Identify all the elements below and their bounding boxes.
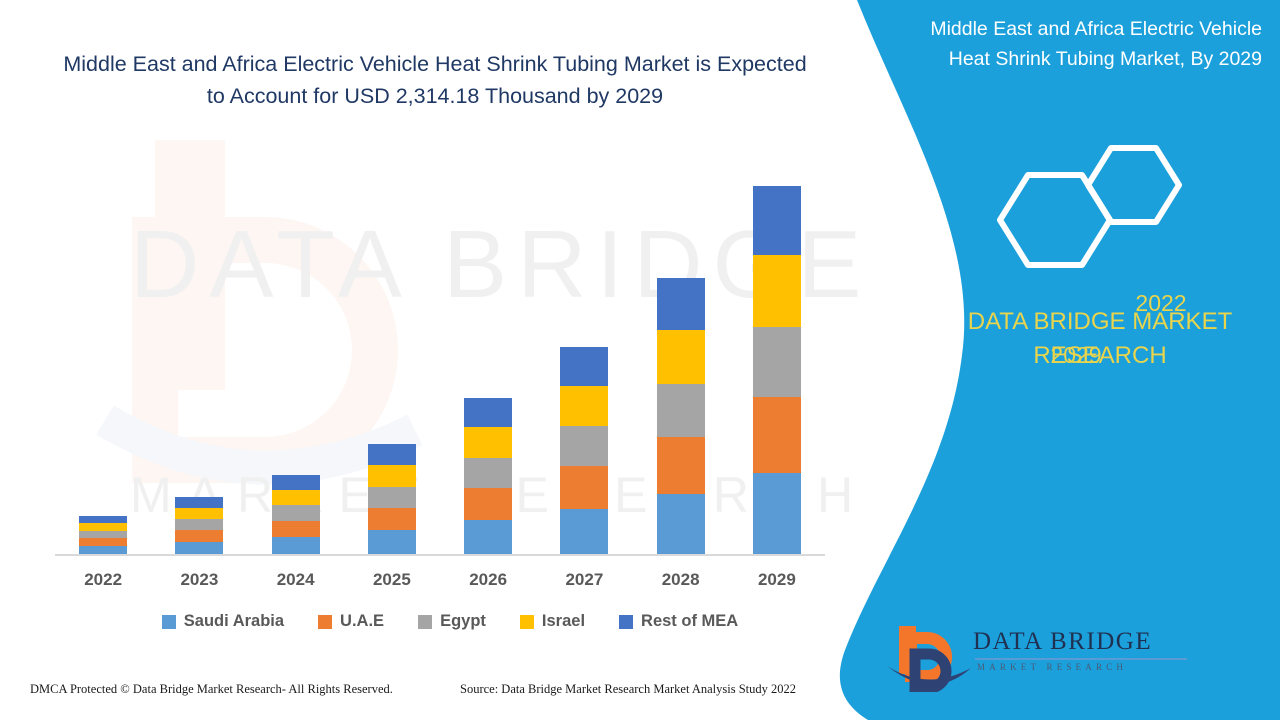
- chart-title: Middle East and Africa Electric Vehicle …: [63, 52, 807, 108]
- bar-segment-restofmea: [175, 496, 224, 508]
- legend-item[interactable]: U.A.E: [318, 612, 384, 631]
- x-axis-tick-2029: 2029: [757, 570, 796, 589]
- bar-column-2029: [752, 186, 801, 555]
- bar-segment-restofmea: [464, 397, 513, 427]
- bar-segment-egypt: [271, 505, 320, 521]
- brand-name: DATA BRIDGE MARKET RESEARCH: [967, 308, 1233, 369]
- logo-title: DATA BRIDGE: [973, 628, 1153, 655]
- bar-column-2027: [560, 347, 609, 555]
- bar-segment-saudiarabia: [656, 493, 705, 555]
- legend-label: U.A.E: [340, 612, 385, 630]
- brand-panel-title: Middle East and Africa Electric Vehicle …: [930, 18, 1262, 70]
- legend-swatch-icon: [318, 614, 333, 629]
- bar-column-2024: [271, 474, 320, 555]
- bar-segment-restofmea: [560, 347, 609, 386]
- legend-item[interactable]: Saudi Arabia: [161, 612, 285, 631]
- bar-column-2025: [367, 444, 416, 555]
- plot-area: [55, 150, 825, 555]
- bar-segment-egypt: [656, 383, 705, 437]
- bar-segment-egypt: [464, 457, 513, 488]
- x-axis-labels: 2022 2023 2024 2025 2026 2027 2028 2029: [55, 570, 825, 596]
- bar-column-2023: [175, 496, 224, 555]
- x-axis-tick-2025: 2025: [372, 570, 411, 589]
- bar-segment-saudiarabia: [79, 546, 128, 555]
- legend-label: Rest of MEA: [641, 612, 739, 630]
- legend-label: Egypt: [440, 612, 486, 630]
- hexagon-2022-label: 2022: [1135, 290, 1187, 316]
- bar-segment-uae: [464, 487, 513, 521]
- bar-segment-uae: [79, 538, 128, 547]
- legend-swatch-icon: [519, 614, 534, 629]
- bar-segment-uae: [656, 436, 705, 494]
- bar-segment-egypt: [79, 531, 128, 539]
- chart-panel: DATA BRIDGE MARKET RESEARCH Middle East …: [0, 52, 900, 706]
- source-note: Source: Data Bridge Market Research Mark…: [460, 682, 797, 696]
- x-axis-tick-2026: 2026: [469, 570, 508, 589]
- bar-segment-uae: [367, 507, 416, 531]
- stacked-bar-chart: 2022 2023 2024 2025 2026 2027 2028 2029: [55, 150, 825, 596]
- logo-mark: [887, 626, 971, 692]
- bar-column-2026: [464, 397, 513, 555]
- x-axis-line: [55, 554, 825, 556]
- legend-label: Saudi Arabia: [183, 612, 285, 630]
- bar-segment-saudiarabia: [464, 520, 513, 555]
- logo-divider: [975, 658, 1187, 660]
- bar-segment-saudiarabia: [367, 530, 416, 555]
- x-axis-tick-2022: 2022: [84, 570, 123, 589]
- legend-item[interactable]: Egypt: [418, 612, 486, 631]
- bar-segment-restofmea: [656, 278, 705, 330]
- company-logo: DATA BRIDGE MARKET RESEARCH: [885, 620, 1225, 698]
- hexagon-badges: 2022 2029: [970, 125, 1230, 368]
- bar-segment-egypt: [560, 426, 609, 466]
- bar-segment-egypt: [752, 326, 801, 398]
- bar-column-2022: [79, 515, 128, 555]
- brand-panel-content: Middle East and Africa Electric Vehicle …: [887, 0, 1280, 720]
- bar-segment-israel: [656, 329, 705, 384]
- bar-segment-israel: [79, 523, 128, 532]
- legend-label: Israel: [541, 612, 586, 630]
- bar-segment-restofmea: [367, 444, 416, 465]
- dmca-notice: DMCA Protected © Data Bridge Market Rese…: [30, 682, 393, 696]
- bar-column-2028: [656, 278, 705, 555]
- hexagon-2022-shape: [1085, 145, 1182, 225]
- bar-segment-egypt: [367, 486, 416, 508]
- legend-swatch-icon: [418, 614, 433, 629]
- bar-segment-israel: [752, 254, 801, 327]
- bar-segment-egypt: [175, 519, 224, 531]
- bar-segment-saudiarabia: [271, 537, 320, 555]
- bar-segment-saudiarabia: [175, 542, 224, 555]
- logo-subtitle: MARKET RESEARCH: [977, 662, 1128, 672]
- x-axis-tick-2023: 2023: [180, 570, 219, 589]
- bar-segment-israel: [464, 426, 513, 458]
- hexagon-2029-label: 2029: [1050, 342, 1102, 368]
- bar-segment-restofmea: [79, 515, 128, 524]
- footer: DMCA Protected © Data Bridge Market Rese…: [0, 680, 900, 706]
- bar-segment-uae: [175, 530, 224, 543]
- x-axis-tick-2027: 2027: [565, 570, 604, 589]
- legend-swatch-icon: [619, 614, 634, 629]
- x-axis-tick-2028: 2028: [661, 570, 700, 589]
- bar-segment-uae: [271, 520, 320, 538]
- bar-segment-restofmea: [271, 474, 320, 490]
- x-axis-tick-2024: 2024: [276, 570, 315, 589]
- bar-segment-uae: [560, 465, 609, 509]
- bar-segment-uae: [752, 397, 801, 474]
- chart-legend: Saudi Arabia U.A.E Egypt Israel Rest of MEA: [0, 612, 900, 631]
- legend-item[interactable]: Rest of MEA: [619, 612, 738, 631]
- bar-segment-saudiarabia: [560, 508, 609, 555]
- bar-segment-israel: [367, 464, 416, 487]
- bar-segment-restofmea: [752, 186, 801, 255]
- bar-segment-saudiarabia: [752, 473, 801, 555]
- legend-swatch-icon: [161, 614, 176, 629]
- watermark-line-1: DATA BRIDGE: [130, 211, 872, 318]
- legend-item[interactable]: Israel: [519, 612, 586, 631]
- bar-segment-israel: [560, 385, 609, 427]
- bar-segment-israel: [175, 507, 224, 520]
- bar-segment-israel: [271, 489, 320, 506]
